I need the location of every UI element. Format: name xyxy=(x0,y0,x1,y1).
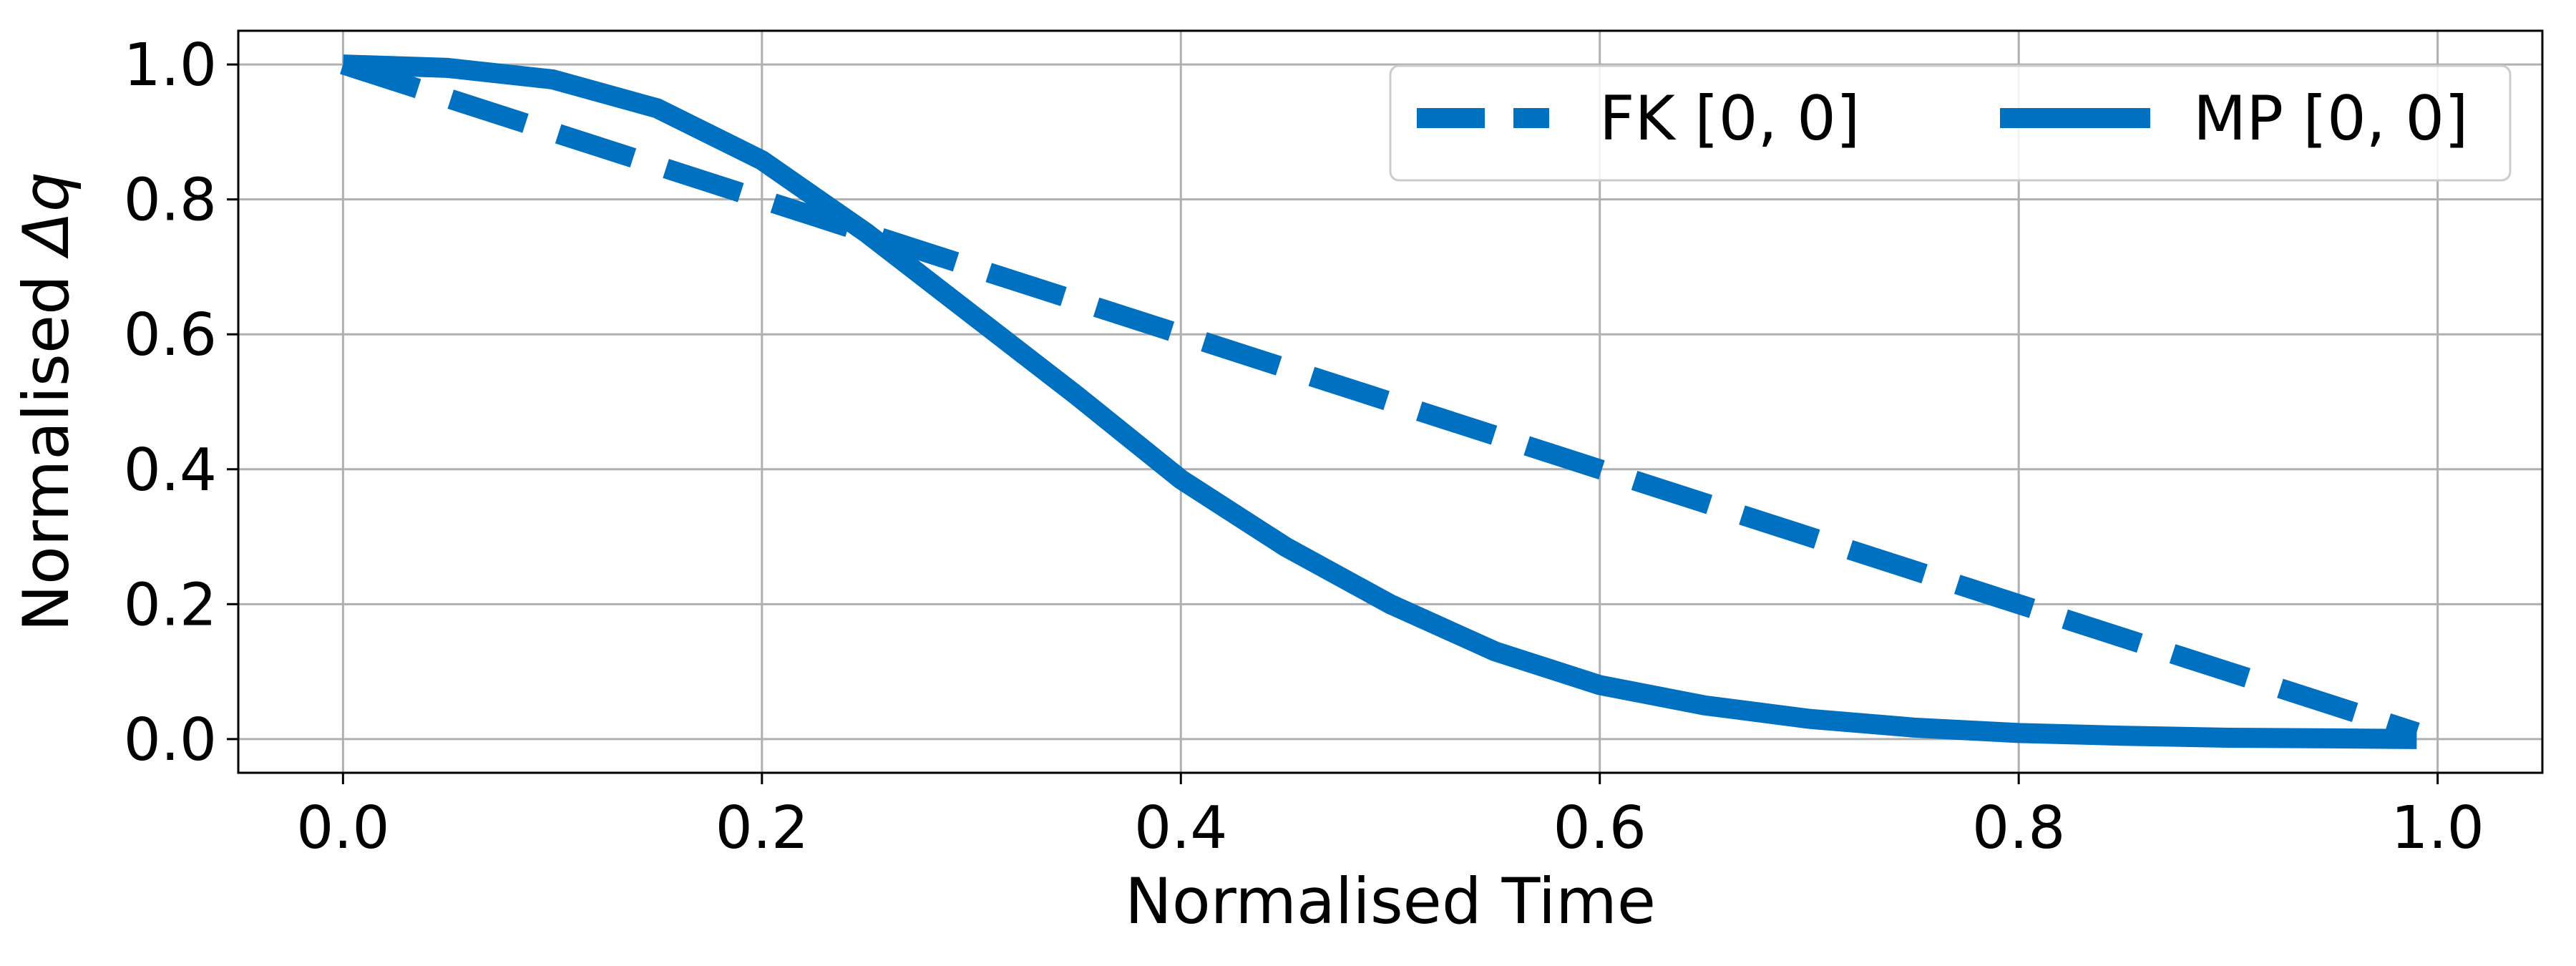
legend: FK [0, 0] MP [0, 0] xyxy=(1389,64,2512,182)
x-tick-label: 0.2 xyxy=(716,794,809,862)
y-tick-label: 0.8 xyxy=(124,167,217,235)
x-tick-label: 0.6 xyxy=(1553,794,1646,862)
y-tick-label: 1.0 xyxy=(124,31,217,99)
ticks: 0.0 0.2 0.4 0.6 0.8 1.0 0.0 0.2 0.4 0.6 0.8 1.0 xyxy=(124,31,2484,862)
x-tick-label: 0.0 xyxy=(296,794,389,862)
legend-box xyxy=(1389,64,2512,182)
legend-label-mp: MP [0, 0] xyxy=(2193,83,2469,155)
x-tick-label: 1.0 xyxy=(2391,794,2484,862)
plot-frame xyxy=(237,29,2544,774)
series-line-fk xyxy=(340,54,2420,742)
y-tick-label: 0.0 xyxy=(124,706,217,774)
series-layer xyxy=(340,54,2420,749)
y-axis-label: Normalised Δq xyxy=(9,172,83,632)
y-tick-label: 0.6 xyxy=(124,301,217,369)
legend-label-fk: FK [0, 0] xyxy=(1599,83,1860,155)
y-axis-label-symbol: Δq xyxy=(9,172,83,259)
series-line-mp xyxy=(342,54,2417,749)
y-axis-label-text: Normalised xyxy=(9,255,83,632)
x-tick-label: 0.4 xyxy=(1134,794,1227,862)
x-axis-label: Normalised Time xyxy=(1125,864,1656,938)
y-tick-label: 0.4 xyxy=(124,436,217,504)
y-tick-label: 0.2 xyxy=(124,571,217,639)
x-tick-label: 0.8 xyxy=(1972,794,2065,862)
